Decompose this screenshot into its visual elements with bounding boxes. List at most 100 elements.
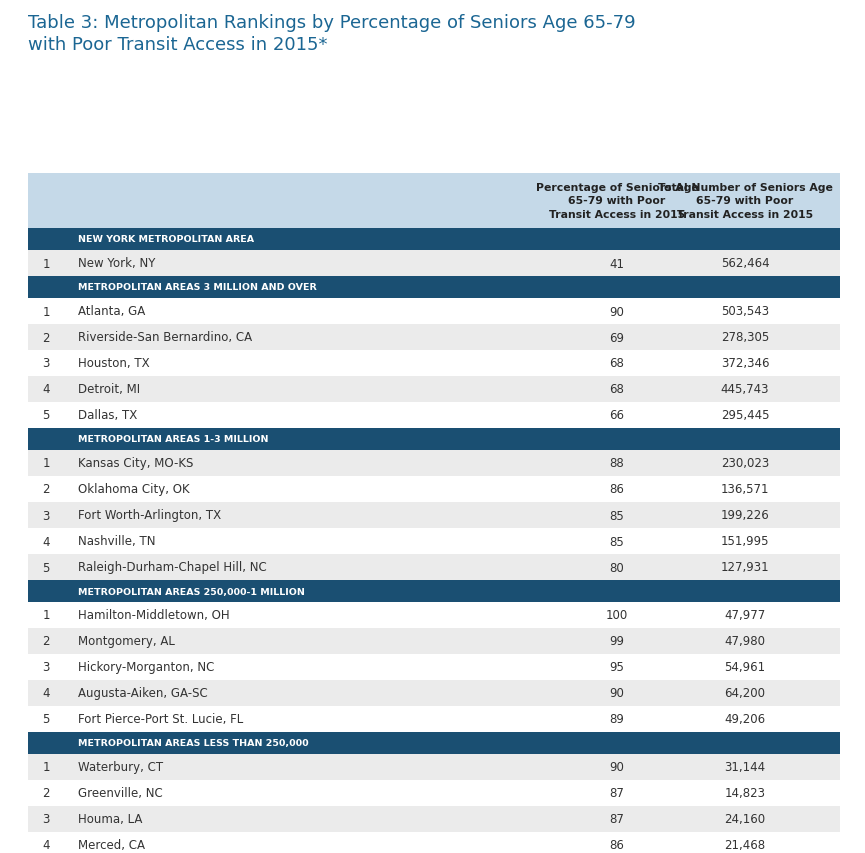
Text: Waterbury, CT: Waterbury, CT [78,761,163,774]
Text: 445,743: 445,743 [721,383,769,396]
Text: 1: 1 [42,258,50,270]
Text: 95: 95 [610,661,625,674]
Bar [28,832,840,853]
Text: 87: 87 [610,813,625,826]
Text: 2: 2 [42,786,50,799]
Text: Augusta-Aiken, GA-SC: Augusta-Aiken, GA-SC [78,687,208,699]
Text: Riverside-San Bernardino, CA: Riverside-San Bernardino, CA [78,331,252,344]
Text: Fort Worth-Arlington, TX: Fort Worth-Arlington, TX [78,509,221,522]
Text: 80: 80 [610,560,625,574]
Text: Merced, CA: Merced, CA [78,838,145,851]
Text: 21,468: 21,468 [725,838,766,851]
Text: 4: 4 [42,687,50,699]
Text: 64,200: 64,200 [725,687,766,699]
Text: 86: 86 [610,483,625,496]
Text: 5: 5 [42,560,49,574]
Text: 503,543: 503,543 [721,305,769,318]
Bar [28,629,840,654]
Bar [28,602,840,629]
Text: 1: 1 [42,761,50,774]
Bar [28,806,840,832]
Text: 2: 2 [42,331,50,344]
Bar [28,502,840,528]
Text: Detroit, MI: Detroit, MI [78,383,140,396]
Bar [28,680,840,706]
Bar [28,580,840,602]
Text: Houma, LA: Houma, LA [78,813,143,826]
Text: 90: 90 [610,305,625,318]
Bar [28,450,840,477]
Text: 68: 68 [610,383,625,396]
Text: Kansas City, MO-KS: Kansas City, MO-KS [78,457,194,470]
Text: with Poor Transit Access in 2015*: with Poor Transit Access in 2015* [28,36,328,54]
Text: 4: 4 [42,383,50,396]
Text: 199,226: 199,226 [721,509,769,522]
Bar [28,325,840,351]
Text: 47,977: 47,977 [724,609,766,622]
Text: 47,980: 47,980 [725,635,766,647]
Bar [28,528,840,554]
Text: 99: 99 [610,635,625,647]
Text: 136,571: 136,571 [721,483,769,496]
Text: 230,023: 230,023 [721,457,769,470]
Bar [28,276,840,299]
Text: 85: 85 [610,509,625,522]
Text: Greenville, NC: Greenville, NC [78,786,163,799]
Text: Total Number of Seniors Age
65-79 with Poor
Transit Access in 2015: Total Number of Seniors Age 65-79 with P… [657,183,832,219]
Text: 2: 2 [42,635,50,647]
Bar [28,554,840,580]
Text: 151,995: 151,995 [721,535,769,548]
Bar [28,477,840,502]
Text: New York, NY: New York, NY [78,258,156,270]
Text: METROPOLITAN AREAS 3 MILLION AND OVER: METROPOLITAN AREAS 3 MILLION AND OVER [78,283,317,293]
Text: 24,160: 24,160 [725,813,766,826]
Text: Table 3: Metropolitan Rankings by Percentage of Seniors Age 65-79: Table 3: Metropolitan Rankings by Percen… [28,14,636,32]
Text: Montgomery, AL: Montgomery, AL [78,635,175,647]
Text: METROPOLITAN AREAS 250,000-1 MILLION: METROPOLITAN AREAS 250,000-1 MILLION [78,587,304,595]
Bar [28,351,840,376]
Text: 14,823: 14,823 [725,786,766,799]
Text: 66: 66 [610,409,625,422]
Bar [28,403,840,428]
Text: 31,144: 31,144 [725,761,766,774]
Text: 90: 90 [610,761,625,774]
Text: 90: 90 [610,687,625,699]
Text: 372,346: 372,346 [721,357,769,370]
Text: 1: 1 [42,305,50,318]
Text: 3: 3 [42,661,49,674]
Text: Percentage of Seniors Age
65-79 with Poor
Transit Access in 2015: Percentage of Seniors Age 65-79 with Poo… [535,183,698,219]
Text: 4: 4 [42,838,50,851]
Text: 4: 4 [42,535,50,548]
Bar [28,229,840,251]
Bar [28,299,840,325]
Text: 295,445: 295,445 [721,409,769,422]
Bar [28,732,840,754]
Bar [28,174,840,229]
Text: 5: 5 [42,712,49,726]
Text: 100: 100 [606,609,628,622]
Text: Oklahoma City, OK: Oklahoma City, OK [78,483,189,496]
Text: 3: 3 [42,357,49,370]
Text: 49,206: 49,206 [725,712,766,726]
Text: 1: 1 [42,609,50,622]
Bar [28,428,840,450]
Text: 54,961: 54,961 [725,661,766,674]
Text: 85: 85 [610,535,625,548]
Text: 89: 89 [610,712,625,726]
Bar [28,754,840,780]
Text: Atlanta, GA: Atlanta, GA [78,305,145,318]
Text: Raleigh-Durham-Chapel Hill, NC: Raleigh-Durham-Chapel Hill, NC [78,560,266,574]
Text: 68: 68 [610,357,625,370]
Text: 69: 69 [610,331,625,344]
Text: Houston, TX: Houston, TX [78,357,150,370]
Text: NEW YORK METROPOLITAN AREA: NEW YORK METROPOLITAN AREA [78,235,254,244]
Text: Fort Pierce-Port St. Lucie, FL: Fort Pierce-Port St. Lucie, FL [78,712,243,726]
Text: 87: 87 [610,786,625,799]
Text: Hamilton-Middletown, OH: Hamilton-Middletown, OH [78,609,229,622]
Bar [28,376,840,403]
Bar [28,251,840,276]
Text: 88: 88 [610,457,625,470]
Text: 3: 3 [42,509,49,522]
Bar [28,780,840,806]
Text: 5: 5 [42,409,49,422]
